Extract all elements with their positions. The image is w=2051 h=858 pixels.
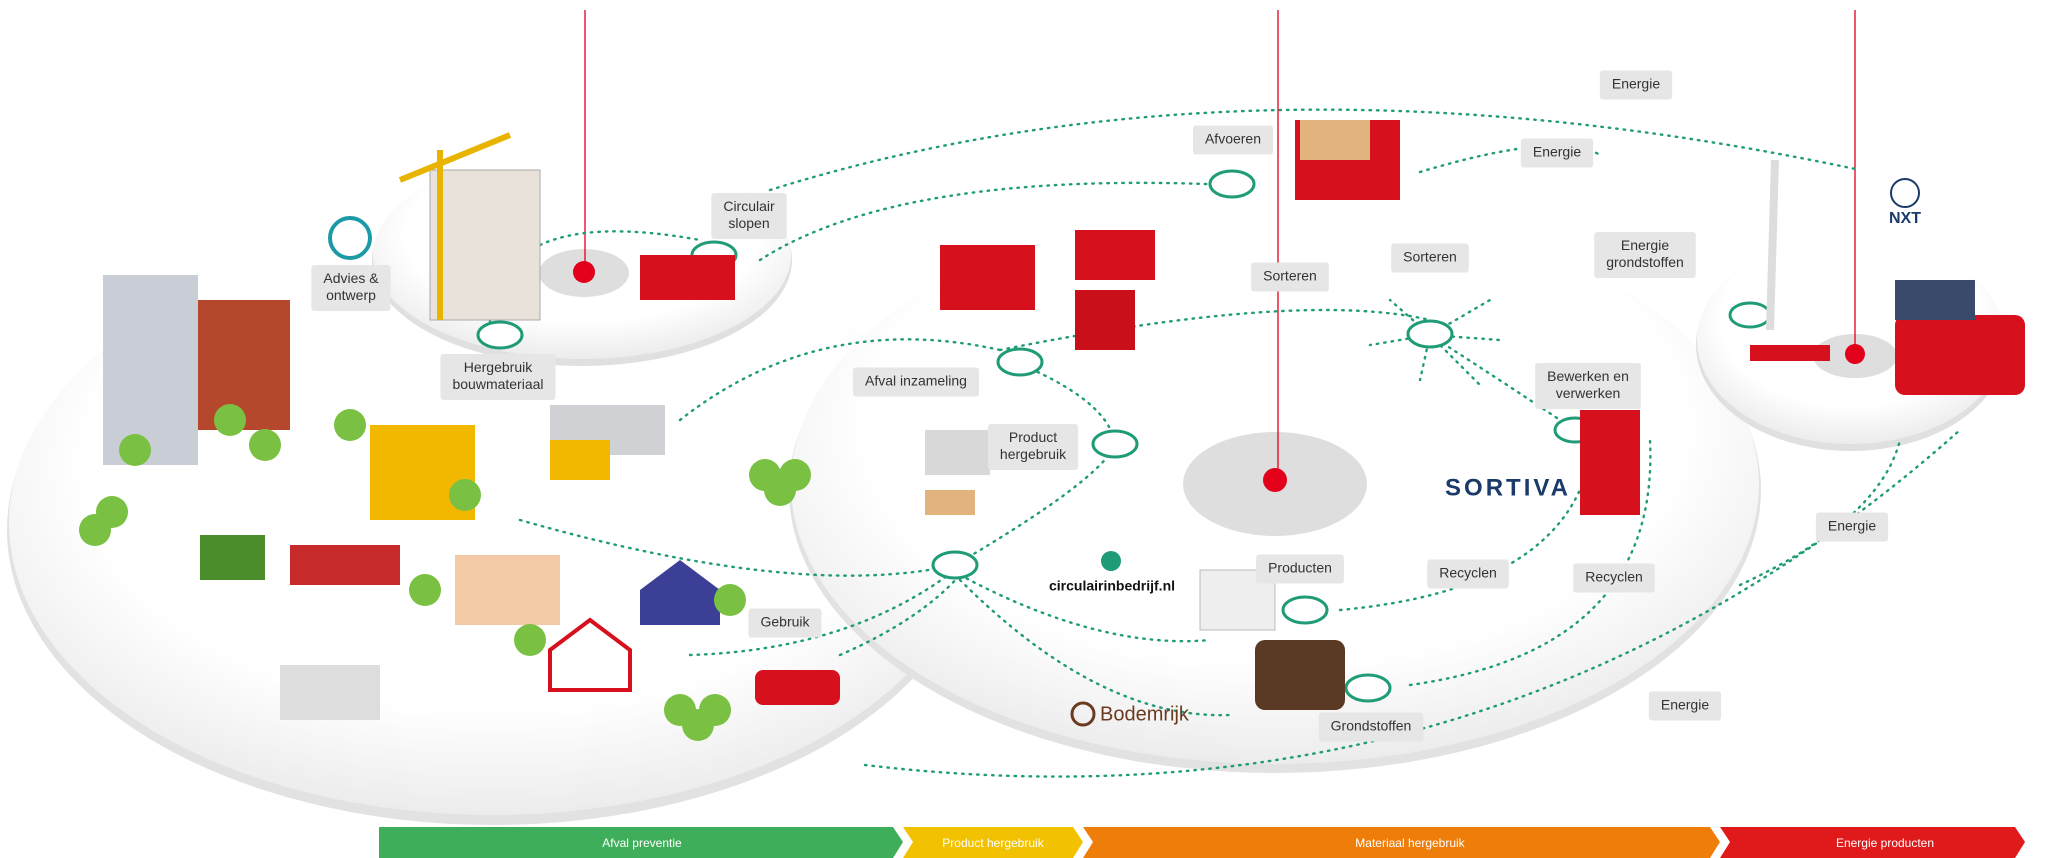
phase-label: Product hergebruik xyxy=(942,836,1044,850)
label-box xyxy=(1520,138,1594,168)
label-box xyxy=(853,367,979,397)
label: Gebruik xyxy=(748,608,822,638)
label: Energie xyxy=(1599,70,1673,100)
label-text: Sorteren xyxy=(1403,249,1457,265)
label-box xyxy=(1391,243,1469,273)
label: Recyclen xyxy=(1573,563,1655,593)
label-text: Energie xyxy=(1533,144,1581,160)
label-text: Energie xyxy=(1661,697,1709,713)
label-box xyxy=(1256,554,1344,584)
label-text: verwerken xyxy=(1556,385,1621,401)
label-text: Bewerken en xyxy=(1547,368,1629,384)
label-text: Gebruik xyxy=(760,614,810,630)
label: Grondstoffen xyxy=(1318,712,1424,742)
label-box xyxy=(1535,363,1641,409)
label-box xyxy=(1192,125,1274,155)
label: Advies &ontwerp xyxy=(311,265,391,311)
label-box xyxy=(711,193,787,239)
red-lines xyxy=(584,10,1856,472)
label-text: Energie xyxy=(1621,237,1669,253)
phase-bar: Afval preventie Product hergebruik Mater… xyxy=(379,827,2025,858)
label: Energie xyxy=(1648,691,1722,721)
label-box xyxy=(748,608,822,638)
phase-label: Energie producten xyxy=(1836,836,1934,850)
label: Sorteren xyxy=(1251,262,1329,292)
label-text: Advies & xyxy=(323,270,379,286)
label-text: Afvoeren xyxy=(1205,131,1261,147)
label-box xyxy=(1648,691,1722,721)
label-text: Hergebruik xyxy=(464,359,533,375)
phase-label: Afval preventie xyxy=(602,836,682,850)
label-text: Recyclen xyxy=(1585,569,1643,585)
logo-sortiva: SORTIVA xyxy=(1445,474,1571,501)
phase-label: Materiaal hergebruik xyxy=(1355,836,1465,850)
label-text: ontwerp xyxy=(326,287,376,303)
label: Afvoeren xyxy=(1192,125,1274,155)
logo-nxt: NXT xyxy=(1889,210,1921,227)
label-box xyxy=(1427,559,1509,589)
label-text: Energie xyxy=(1828,518,1876,534)
label-text: grondstoffen xyxy=(1606,254,1684,270)
label: Afval inzameling xyxy=(853,367,979,397)
label-text: Energie xyxy=(1612,76,1660,92)
label-box xyxy=(1318,712,1424,742)
label-box xyxy=(1573,563,1655,593)
label-text: bouwmateriaal xyxy=(452,376,543,392)
label-text: Producten xyxy=(1268,560,1332,576)
label-text: Product xyxy=(1009,429,1057,445)
label-box xyxy=(1251,262,1329,292)
label-box xyxy=(440,354,556,400)
label-text: Recyclen xyxy=(1439,565,1497,581)
label-text: slopen xyxy=(728,215,769,231)
flow-nodes xyxy=(476,169,1772,703)
illustrations xyxy=(79,120,2025,741)
logo-circulair: circulairinbedrijf.nl xyxy=(1049,578,1175,594)
label-box xyxy=(1815,512,1889,542)
label: Sorteren xyxy=(1391,243,1469,273)
label: Energie xyxy=(1520,138,1594,168)
label-text: Circulair xyxy=(723,198,775,214)
logo-bodemrijk: Bodemrijk xyxy=(1100,703,1190,725)
label-box xyxy=(1594,232,1696,278)
label-text: Grondstoffen xyxy=(1331,718,1412,734)
label: Energie xyxy=(1815,512,1889,542)
hub-icons xyxy=(573,261,1865,492)
label-box xyxy=(987,424,1079,470)
label: Recyclen xyxy=(1427,559,1509,589)
label-text: Afval inzameling xyxy=(865,373,967,389)
label-box xyxy=(311,265,391,311)
label: Producten xyxy=(1256,554,1344,584)
label-box xyxy=(1599,70,1673,100)
label-text: Sorteren xyxy=(1263,268,1317,284)
label-text: hergebruik xyxy=(1000,446,1067,462)
